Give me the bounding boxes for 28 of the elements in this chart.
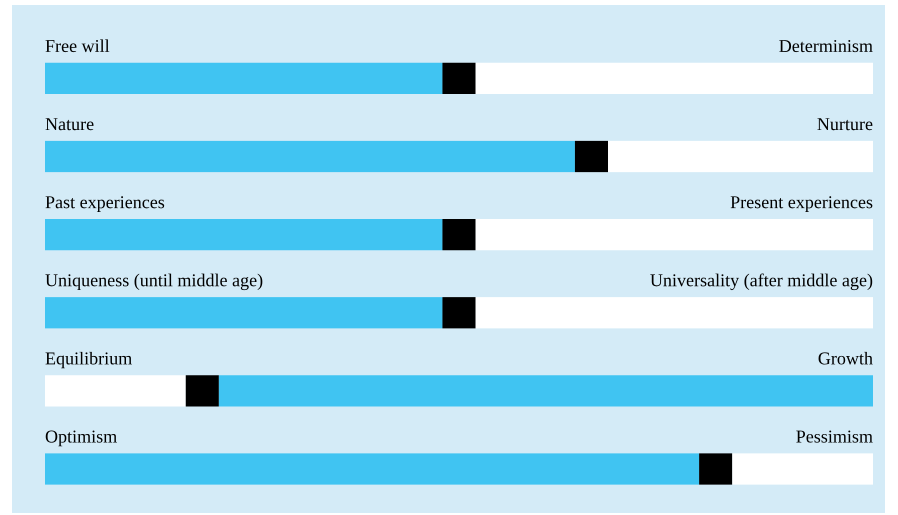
bar [442, 297, 476, 328]
y-tick-label: Nature [46, 118, 94, 130]
annotation: Pessimism [796, 430, 873, 443]
annotation: Nurture [817, 118, 872, 130]
bar [476, 297, 873, 328]
annotation: Determinism [779, 40, 873, 52]
bar [45, 297, 442, 328]
bar [45, 453, 700, 485]
y-tick-label: Equilibrium [46, 352, 132, 368]
y-tick-label: Uniqueness (until middle age) [45, 274, 262, 290]
bar [45, 219, 442, 250]
bar [732, 453, 873, 485]
bar [442, 219, 476, 250]
bar [608, 140, 873, 172]
bar [186, 375, 219, 406]
bar [699, 453, 732, 485]
annotation: Growth [818, 352, 873, 365]
y-tick-label: Past experiences [46, 196, 164, 212]
bar [476, 62, 873, 94]
bar [574, 140, 608, 172]
bar [45, 140, 575, 172]
y-tick-label: Optimism [46, 430, 117, 446]
bar [45, 62, 442, 94]
annotation: Present experiences [730, 196, 872, 212]
bar [476, 219, 873, 250]
y-tick-label: Free will [46, 39, 110, 52]
annotation: Universality (after middle age) [650, 273, 872, 290]
bar [442, 62, 476, 94]
